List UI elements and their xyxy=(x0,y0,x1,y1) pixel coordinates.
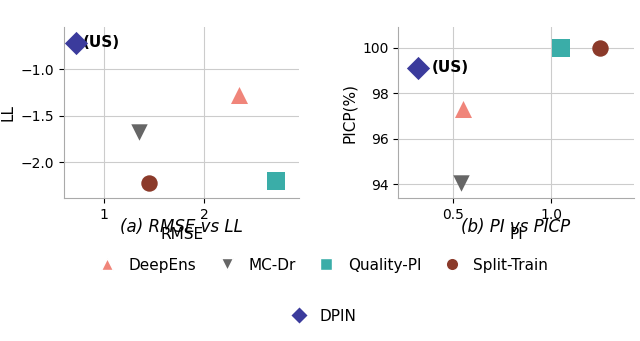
Legend: DeepEns, MC-Dr, Quality-PI, Split-Train: DeepEns, MC-Dr, Quality-PI, Split-Train xyxy=(86,252,554,279)
Point xyxy=(71,40,81,46)
Point xyxy=(456,180,466,186)
Y-axis label: PICP(%): PICP(%) xyxy=(342,83,356,143)
Y-axis label: LL: LL xyxy=(0,104,15,121)
Point xyxy=(458,106,468,112)
Point xyxy=(595,45,605,50)
X-axis label: PI: PI xyxy=(509,227,523,242)
Point xyxy=(556,45,566,50)
Point xyxy=(144,180,154,186)
Text: (US): (US) xyxy=(431,60,468,75)
Point xyxy=(413,65,423,71)
Point xyxy=(234,92,244,98)
X-axis label: RMSE: RMSE xyxy=(160,227,204,242)
Text: (b) PI vs PICP: (b) PI vs PICP xyxy=(461,218,570,236)
Point xyxy=(134,129,144,134)
Point xyxy=(271,178,282,184)
Text: (US): (US) xyxy=(83,35,120,50)
Legend: DPIN: DPIN xyxy=(277,303,363,330)
Text: (a) RMSE vs LL: (a) RMSE vs LL xyxy=(120,218,243,236)
